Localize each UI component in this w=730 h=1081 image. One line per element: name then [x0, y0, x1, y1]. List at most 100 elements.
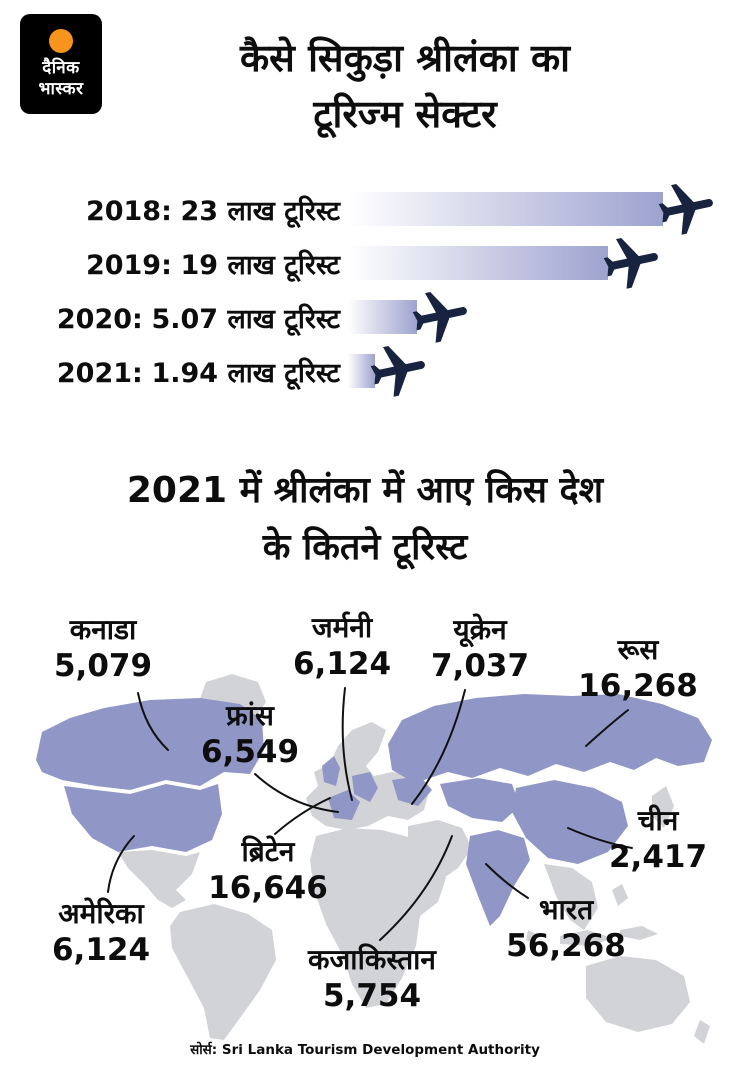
map-region-uk: [322, 756, 340, 786]
bar-2021: [348, 354, 375, 388]
country-value: 2,417: [608, 839, 708, 875]
source-prefix: सोर्स:: [190, 1042, 218, 1058]
arrow-germany: [341, 687, 353, 801]
country-value: 5,079: [53, 648, 153, 684]
country-value: 7,037: [430, 648, 530, 684]
map-label-ukraine: यूक्रेन 7,037: [431, 612, 529, 685]
arrow-kazakhstan: [379, 835, 453, 941]
map-region-philippines: [612, 884, 628, 906]
map-title-line1: 2021 में श्रीलंका में आए किस देश: [126, 470, 604, 511]
map-region-se-asia: [544, 864, 598, 930]
main-title-line2: टूरिज्म सेक्टर: [313, 92, 497, 136]
logo-sun-icon: [49, 28, 73, 53]
map-region-sri-lanka: [526, 930, 536, 944]
main-title-line1: कैसे सिकुड़ा श्रीलंका का: [239, 36, 570, 80]
map-region-mexico: [118, 850, 200, 908]
arrow-india: [485, 863, 529, 899]
bar-label-2018: 2018: 23 लाख टूरिस्ट: [28, 191, 340, 228]
world-map: कनाडा 5,079 जर्मनी 6,124 यूक्रेन 7,037 र…: [0, 598, 730, 1060]
map-region-germany: [352, 772, 378, 802]
map-region-south-america: [170, 904, 276, 1040]
arrow-canada: [137, 692, 169, 751]
map-region-new-zealand: [694, 1020, 710, 1043]
logo-text-line1: दैनिक: [42, 57, 80, 78]
bar-year-label: 2020:: [56, 303, 143, 335]
dainik-bhaskar-logo: दैनिक भास्कर: [20, 14, 102, 114]
country-name: यूक्रेन: [453, 613, 507, 646]
country-name: कनाडा: [69, 613, 137, 646]
tourist-bar-chart: 2018: 23 लाख टूरिस्ट 2019: 19 लाख टूरिस्…: [28, 182, 730, 398]
country-value: 16,646: [208, 870, 328, 906]
map-region-canada: [36, 698, 264, 790]
map-region-kazakhstan: [440, 778, 520, 822]
map-label-germany: जर्मनी 6,124: [293, 610, 391, 683]
country-value: 16,268: [578, 668, 698, 704]
country-name: अमेरिका: [58, 897, 144, 930]
arrow-britain: [274, 797, 331, 835]
country-name: भारत: [538, 893, 594, 926]
map-region-japan: [652, 786, 674, 828]
bar-label-2019: 2019: 19 लाख टूरिस्ट: [28, 245, 340, 282]
bar-year-label: 2021:: [56, 357, 143, 389]
map-region-ukraine: [392, 776, 432, 806]
source-text: Sri Lanka Tourism Development Authority: [221, 1042, 540, 1058]
bar-2020: [348, 300, 417, 334]
arrow-ukraine: [411, 689, 466, 805]
country-name: फ्रांस: [226, 699, 274, 732]
bar-label-2021: 2021: 1.94 लाख टूरिस्ट: [28, 353, 340, 390]
map-region-africa: [310, 828, 446, 1008]
bar-row-2021: 2021: 1.94 लाख टूरिस्ट: [28, 344, 730, 398]
map-region-indonesia: [560, 926, 658, 946]
bar-row-2019: 2019: 19 लाख टूरिस्ट: [28, 236, 730, 290]
country-value: 6,549: [200, 734, 300, 770]
map-title-line2: के कितने टूरिस्ट: [262, 527, 468, 568]
main-title: कैसे सिकुड़ा श्रीलंका का टूरिज्म सेक्टर: [80, 30, 730, 142]
bar-value-label: 5.07 लाख टूरिस्ट: [151, 303, 340, 335]
arrow-france: [254, 773, 339, 813]
bar-value-label: 1.94 लाख टूरिस्ट: [151, 357, 340, 389]
country-name: रूस: [617, 633, 659, 666]
map-region-usa: [64, 784, 222, 852]
bar-2018: [348, 192, 663, 226]
map-region-middle-east: [408, 820, 472, 882]
map-label-kazakhstan: कजाकिस्तान 5,754: [308, 942, 436, 1015]
airplane-icon: [412, 292, 467, 343]
arrow-china: [567, 827, 633, 849]
airplane-icon: [370, 346, 425, 397]
bar-value-label: 19 लाख टूरिस्ट: [180, 249, 340, 281]
country-value: 5,754: [322, 978, 422, 1014]
bar-row-2018: 2018: 23 लाख टूरिस्ट: [28, 182, 730, 236]
logo-text-line2: भास्कर: [38, 78, 84, 99]
source-line: सोर्स: Sri Lanka Tourism Development Aut…: [0, 1040, 730, 1058]
map-label-usa: अमेरिका 6,124: [52, 896, 150, 969]
map-region-china: [512, 780, 628, 864]
country-value: 56,268: [506, 928, 626, 964]
map-region-russia: [388, 694, 712, 780]
arrow-russia: [585, 709, 629, 747]
airplane-icon: [603, 238, 658, 289]
airplane-icon: [658, 184, 713, 235]
map-label-india: भारत 56,268: [506, 892, 626, 965]
bar-2019: [348, 246, 608, 280]
map-label-france: फ्रांस 6,549: [201, 698, 299, 771]
map-label-russia: रूस 16,268: [578, 632, 698, 705]
bar-row-2020: 2020: 5.07 लाख टूरिस्ट: [28, 290, 730, 344]
bar-value-label: 23 लाख टूरिस्ट: [180, 195, 340, 227]
map-region-india: [466, 830, 530, 926]
map-region-australia: [586, 956, 690, 1032]
country-name: ब्रिटेन: [241, 835, 295, 868]
world-map-svg: [36, 674, 712, 1043]
bar-year-label: 2018:: [85, 195, 172, 227]
country-value: 6,124: [51, 932, 151, 968]
map-arrows: [107, 687, 633, 941]
map-label-china: चीन 2,417: [609, 803, 707, 876]
country-name: कजाकिस्तान: [308, 943, 436, 976]
bar-year-label: 2019:: [85, 249, 172, 281]
arrow-usa: [107, 835, 135, 893]
country-name: चीन: [637, 804, 679, 837]
map-label-britain: ब्रिटेन 16,646: [208, 834, 328, 907]
map-title: 2021 में श्रीलंका में आए किस देश के कितन…: [0, 462, 730, 576]
country-value: 6,124: [292, 646, 392, 682]
country-name: जर्मनी: [311, 611, 373, 644]
